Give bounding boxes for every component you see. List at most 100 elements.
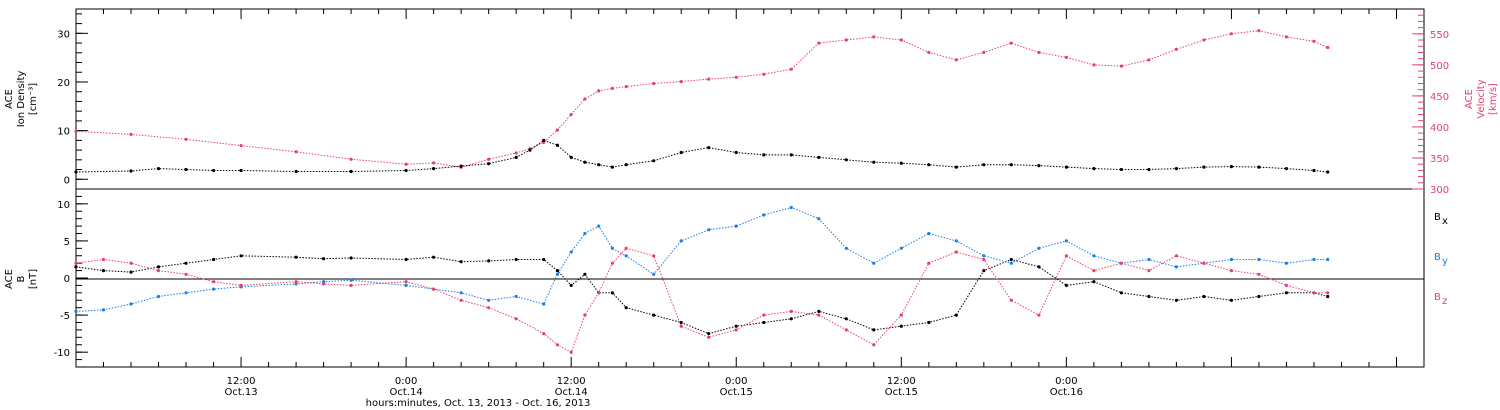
by-point (624, 254, 628, 258)
bz-point (789, 309, 793, 313)
bz-point (1257, 272, 1261, 276)
data-marks (74, 29, 1330, 354)
bx-trace (75, 255, 1328, 335)
by-point (982, 254, 986, 258)
top-right-tick-label: 550 (1430, 30, 1449, 41)
bz-point (542, 332, 546, 336)
bx-point (404, 257, 408, 262)
bx-point (74, 265, 78, 269)
bz-point (1119, 261, 1123, 265)
x-tick-label-date: Oct.16 (1050, 387, 1083, 398)
bx-point (322, 257, 326, 261)
velocity-point (679, 80, 683, 84)
density-point (184, 167, 188, 172)
bz-point (1037, 313, 1041, 317)
x-tick-label-date: Oct.15 (885, 387, 918, 398)
bz-point (322, 282, 326, 286)
by-point (514, 294, 518, 299)
density-point (432, 167, 436, 171)
velocity-point (404, 162, 408, 166)
bz-point (404, 280, 408, 284)
top-right-tick-label: 300 (1430, 185, 1449, 196)
bx-point (212, 257, 216, 262)
bx-point (1147, 294, 1151, 299)
density-point (927, 163, 931, 167)
by-point (212, 287, 216, 291)
density-point (212, 168, 216, 173)
bx-point (734, 324, 738, 328)
bz-trace (75, 247, 1328, 353)
velocity-point (872, 35, 876, 39)
bz-point (1174, 254, 1178, 258)
top-left-axis-label-line-3: [cm⁻³] (28, 83, 39, 115)
velocity-point (1037, 50, 1041, 55)
bx-point (1257, 294, 1261, 299)
by-point (542, 302, 546, 306)
density-point (239, 168, 243, 173)
top-right-tick-label: 500 (1430, 61, 1449, 72)
bz-point (1326, 291, 1330, 295)
density-point (1037, 164, 1041, 168)
bottom-axis-label-line-1: ACE (4, 269, 15, 289)
top-left-tick-label: 30 (57, 29, 70, 40)
bz-point (239, 283, 243, 287)
density-point (652, 159, 656, 163)
velocity-point (707, 77, 711, 81)
density-point (129, 169, 133, 173)
bx-point (1009, 257, 1013, 262)
by-point (74, 309, 78, 313)
density-point (1009, 163, 1013, 167)
by-point (1312, 257, 1316, 262)
velocity-point (652, 81, 656, 86)
x-tick-label-date: Oct.15 (720, 387, 753, 398)
axis-ticks: 0102030300350400450500550-10-5051012:00O… (54, 9, 1449, 398)
bottom-axis-label-line-2: B (16, 275, 27, 282)
velocity-point (74, 129, 78, 133)
by-point (899, 246, 903, 250)
bx-point (762, 320, 766, 325)
bz-point (982, 257, 986, 262)
bz-point (707, 335, 711, 339)
bz-point (459, 298, 463, 302)
bx-point (1037, 265, 1041, 269)
x-tick-label-time: 12:00 (557, 376, 586, 387)
density-point (528, 148, 532, 152)
velocity-point (844, 38, 848, 42)
density-point (294, 169, 298, 174)
density-point (1064, 165, 1068, 169)
bz-point (1009, 298, 1013, 302)
bx-point (679, 320, 683, 325)
velocity-point (610, 86, 615, 90)
legend-bx-subscript: x (1442, 216, 1448, 227)
by-point (294, 282, 298, 286)
velocity-point (954, 58, 958, 62)
density-point (597, 163, 601, 167)
by-point (322, 280, 326, 284)
velocity-point (294, 150, 298, 154)
velocity-point (1257, 29, 1261, 33)
by-point (597, 224, 601, 228)
bottom-tick-label: 0 (64, 274, 70, 285)
velocity-point (789, 67, 793, 71)
density-point (679, 150, 683, 155)
bottom-tick-label: -10 (54, 348, 70, 359)
by-point (1009, 261, 1013, 265)
velocity-point (1174, 47, 1178, 51)
bx-point (487, 259, 491, 263)
density-point (762, 153, 766, 157)
velocity-point (239, 144, 243, 148)
legend-bx: B (1434, 212, 1441, 223)
by-point (1147, 257, 1151, 262)
by-point (459, 291, 463, 295)
density-point (1119, 167, 1123, 172)
density-point (74, 170, 78, 174)
top-left-tick-label: 20 (57, 78, 70, 89)
bz-point (844, 328, 848, 332)
by-point (1174, 265, 1178, 269)
by-point (679, 239, 683, 243)
x-tick-label-time: 12:00 (227, 376, 256, 387)
bz-point (734, 328, 738, 332)
bz-point (762, 313, 766, 317)
velocity-point (734, 75, 738, 79)
